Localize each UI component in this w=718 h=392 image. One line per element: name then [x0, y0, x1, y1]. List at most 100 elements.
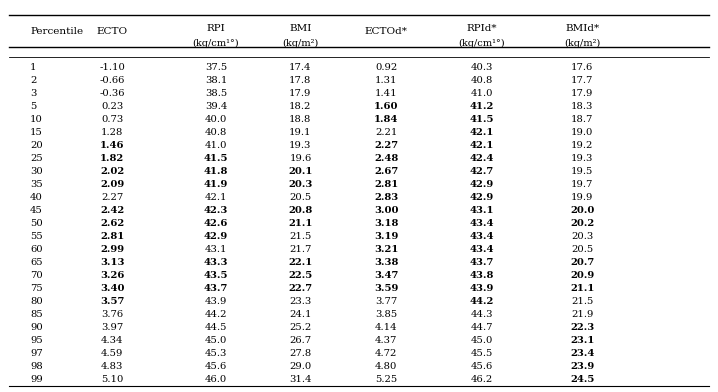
- Text: 50: 50: [30, 219, 43, 228]
- Text: 40.3: 40.3: [471, 63, 493, 72]
- Text: 42.6: 42.6: [204, 219, 228, 228]
- Text: 20.8: 20.8: [288, 206, 312, 215]
- Text: (kg/m²): (kg/m²): [282, 39, 319, 48]
- Text: 0.73: 0.73: [101, 114, 123, 123]
- Text: 20.7: 20.7: [570, 258, 595, 267]
- Text: 1.41: 1.41: [375, 89, 398, 98]
- Text: 2.48: 2.48: [374, 154, 398, 163]
- Text: 19.3: 19.3: [571, 154, 593, 163]
- Text: 41.5: 41.5: [204, 154, 228, 163]
- Text: 3.19: 3.19: [374, 232, 398, 241]
- Text: 85: 85: [30, 310, 43, 319]
- Text: 3.13: 3.13: [100, 258, 124, 267]
- Text: 17.9: 17.9: [289, 89, 312, 98]
- Text: 3.40: 3.40: [100, 284, 124, 293]
- Text: 60: 60: [30, 245, 42, 254]
- Text: 39.4: 39.4: [205, 102, 227, 111]
- Text: 15: 15: [30, 128, 43, 137]
- Text: 5.10: 5.10: [101, 375, 123, 384]
- Text: 45.3: 45.3: [205, 349, 227, 358]
- Text: 55: 55: [30, 232, 43, 241]
- Text: 43.1: 43.1: [470, 206, 494, 215]
- Text: 1.31: 1.31: [375, 76, 398, 85]
- Text: 20: 20: [30, 141, 43, 150]
- Text: 3.85: 3.85: [375, 310, 397, 319]
- Text: (kg/m²): (kg/m²): [564, 39, 600, 48]
- Text: 18.7: 18.7: [571, 114, 593, 123]
- Text: 42.3: 42.3: [204, 206, 228, 215]
- Text: 43.4: 43.4: [470, 232, 494, 241]
- Text: 21.5: 21.5: [289, 232, 312, 241]
- Text: 21.9: 21.9: [571, 310, 593, 319]
- Text: 70: 70: [30, 271, 43, 280]
- Text: 3.59: 3.59: [374, 284, 398, 293]
- Text: 90: 90: [30, 323, 43, 332]
- Text: 3.57: 3.57: [100, 297, 124, 306]
- Text: 3.38: 3.38: [374, 258, 398, 267]
- Text: 30: 30: [30, 167, 43, 176]
- Text: 44.5: 44.5: [205, 323, 227, 332]
- Text: 44.7: 44.7: [471, 323, 493, 332]
- Text: 1.60: 1.60: [374, 102, 398, 111]
- Text: 31.4: 31.4: [289, 375, 312, 384]
- Text: 25.2: 25.2: [289, 323, 312, 332]
- Text: 21.1: 21.1: [288, 219, 312, 228]
- Text: 21.7: 21.7: [289, 245, 312, 254]
- Text: 26.7: 26.7: [289, 336, 312, 345]
- Text: 20.5: 20.5: [571, 245, 593, 254]
- Text: 19.2: 19.2: [571, 141, 593, 150]
- Text: 44.3: 44.3: [471, 310, 493, 319]
- Text: 2.81: 2.81: [374, 180, 398, 189]
- Text: 4.83: 4.83: [101, 362, 123, 371]
- Text: BMId*: BMId*: [565, 24, 600, 33]
- Text: 45.6: 45.6: [205, 362, 227, 371]
- Text: 97: 97: [30, 349, 43, 358]
- Text: 3.00: 3.00: [374, 206, 398, 215]
- Text: -0.36: -0.36: [100, 89, 125, 98]
- Text: 17.6: 17.6: [571, 63, 593, 72]
- Text: 43.5: 43.5: [204, 271, 228, 280]
- Text: 2.02: 2.02: [100, 167, 124, 176]
- Text: -1.10: -1.10: [99, 63, 125, 72]
- Text: 21.5: 21.5: [571, 297, 593, 306]
- Text: 2.27: 2.27: [101, 193, 123, 202]
- Text: 43.7: 43.7: [470, 258, 494, 267]
- Text: 2.09: 2.09: [100, 180, 124, 189]
- Text: 40.0: 40.0: [205, 114, 227, 123]
- Text: 45.5: 45.5: [471, 349, 493, 358]
- Text: 42.9: 42.9: [204, 232, 228, 241]
- Text: 65: 65: [30, 258, 42, 267]
- Text: 2.42: 2.42: [100, 206, 124, 215]
- Text: 0.92: 0.92: [375, 63, 397, 72]
- Text: 19.7: 19.7: [571, 180, 593, 189]
- Text: 3.21: 3.21: [374, 245, 398, 254]
- Text: 3.26: 3.26: [100, 271, 124, 280]
- Text: 22.7: 22.7: [289, 284, 312, 293]
- Text: 43.9: 43.9: [205, 297, 227, 306]
- Text: 41.0: 41.0: [205, 141, 227, 150]
- Text: 3.47: 3.47: [374, 271, 398, 280]
- Text: 4.37: 4.37: [375, 336, 397, 345]
- Text: 2.81: 2.81: [100, 232, 124, 241]
- Text: 2.62: 2.62: [100, 219, 124, 228]
- Text: 19.9: 19.9: [571, 193, 593, 202]
- Text: 2.83: 2.83: [374, 193, 398, 202]
- Text: 75: 75: [30, 284, 43, 293]
- Text: 99: 99: [30, 375, 43, 384]
- Text: 98: 98: [30, 362, 43, 371]
- Text: 29.0: 29.0: [289, 362, 312, 371]
- Text: 46.2: 46.2: [471, 375, 493, 384]
- Text: 19.6: 19.6: [289, 154, 312, 163]
- Text: 95: 95: [30, 336, 43, 345]
- Text: 3.97: 3.97: [101, 323, 123, 332]
- Text: 23.9: 23.9: [570, 362, 595, 371]
- Text: 1.46: 1.46: [100, 141, 124, 150]
- Text: 1.84: 1.84: [374, 114, 398, 123]
- Text: 41.5: 41.5: [470, 114, 494, 123]
- Text: 22.3: 22.3: [570, 323, 595, 332]
- Text: 44.2: 44.2: [470, 297, 494, 306]
- Text: 43.4: 43.4: [470, 245, 494, 254]
- Text: 19.3: 19.3: [289, 141, 312, 150]
- Text: 5.25: 5.25: [375, 375, 397, 384]
- Text: 23.4: 23.4: [570, 349, 595, 358]
